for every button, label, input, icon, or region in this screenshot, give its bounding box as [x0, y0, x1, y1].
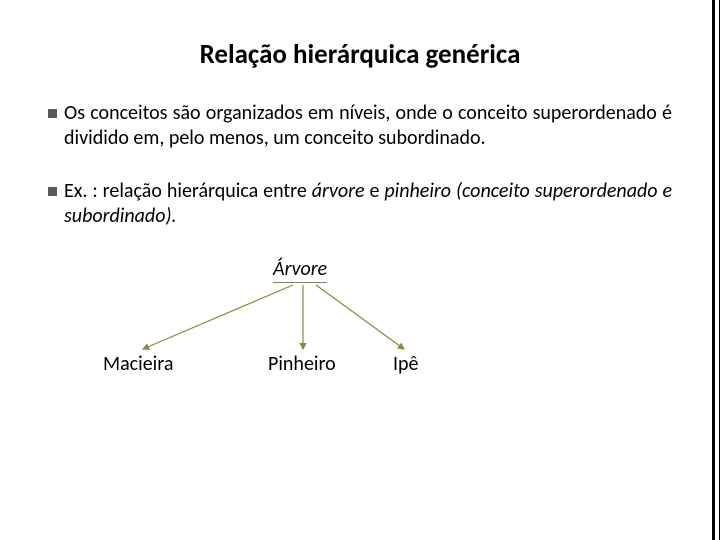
slide: Relação hierárquica genérica Os conceito… [0, 0, 720, 540]
slide-title: Relação hierárquica genérica [48, 38, 672, 71]
bullet-text: Ex. : relação hierárquica entre árvore e… [64, 179, 672, 229]
tree-leaf-node: Pinheiro [268, 352, 336, 376]
right-border-decoration [712, 0, 720, 540]
bullet-item: Ex. : relação hierárquica entre árvore e… [48, 179, 672, 229]
bullet-item: Os conceitos são organizados em níveis, … [48, 101, 672, 151]
bullet-marker-icon [48, 187, 57, 196]
tree-arrows [48, 257, 548, 407]
text-run: árvore [312, 179, 365, 203]
tree-leaf-label: Pinheiro [268, 352, 336, 376]
arrow-line-icon [143, 285, 293, 349]
text-run: Ex. : relação hierárquica entre [64, 179, 312, 203]
bullet-text: Os conceitos são organizados em níveis, … [64, 101, 672, 151]
tree-leaf-node: Macieira [103, 352, 173, 376]
text-run: e [365, 179, 385, 203]
tree-diagram: Árvore Macieira Pinheiro Ipê [48, 257, 672, 407]
bullet-marker-icon [48, 109, 57, 118]
tree-leaf-label: Ipê [393, 352, 419, 376]
border-line-icon [712, 0, 715, 540]
text-run: Os conceitos são organizados em níveis, … [64, 101, 672, 150]
tree-leaf-node: Ipê [393, 352, 419, 376]
arrow-line-icon [316, 285, 404, 349]
tree-leaf-label: Macieira [103, 352, 173, 376]
